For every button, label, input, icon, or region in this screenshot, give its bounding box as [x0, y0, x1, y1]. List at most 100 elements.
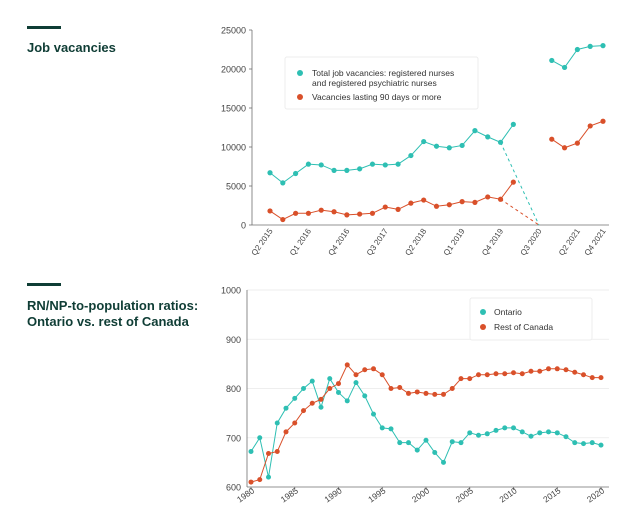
data-point: [528, 433, 534, 439]
data-point: [408, 200, 414, 206]
legend-label-90days: Vacancies lasting 90 days or more: [312, 92, 442, 102]
data-point: [331, 167, 337, 173]
data-point: [283, 429, 289, 435]
data-point: [257, 477, 263, 483]
data-point: [267, 208, 273, 214]
data-point: [449, 386, 455, 391]
data-point: [318, 396, 324, 402]
legend-box: [284, 56, 479, 110]
data-point: [511, 370, 516, 376]
legend-marker-ontario: [480, 309, 486, 315]
x-tick-label: Q2 2015: [250, 227, 275, 258]
data-point: [519, 371, 525, 377]
data-point: [423, 390, 429, 396]
data-point: [561, 64, 568, 71]
legend-label-rest-of-canada: Rest of Canada: [494, 322, 553, 332]
data-point: [459, 199, 465, 205]
data-point: [344, 398, 350, 404]
data-point: [414, 389, 420, 395]
data-point: [357, 211, 363, 217]
data-point: [336, 381, 341, 387]
data-point: [554, 430, 560, 436]
data-point: [280, 216, 286, 223]
data-point: [563, 367, 569, 373]
section-rule-job-vacancies: [27, 26, 61, 29]
data-point: [408, 152, 414, 159]
data-point: [549, 57, 555, 64]
y-tick-label: 20000: [221, 65, 246, 75]
legend-marker-90days: [297, 94, 303, 100]
data-point: [449, 439, 455, 445]
data-point: [459, 142, 465, 149]
data-point: [497, 196, 504, 202]
data-point: [353, 372, 359, 378]
x-tick-label: 2005: [454, 485, 475, 504]
data-point: [292, 420, 298, 426]
data-point: [600, 43, 606, 49]
data-point: [497, 139, 504, 145]
data-point: [561, 145, 568, 151]
data-point: [382, 162, 388, 168]
data-point: [318, 162, 324, 168]
legend-label-total-line1: Total job vacancies: registered nurses: [312, 68, 454, 78]
data-point: [362, 393, 368, 399]
data-point: [432, 450, 438, 456]
data-point: [446, 145, 452, 151]
data-point: [510, 121, 516, 127]
legend-marker-rest-of-canada: [480, 324, 486, 330]
series-line: [250, 377, 602, 478]
data-point: [587, 123, 593, 129]
y-tick-label: 900: [226, 335, 241, 345]
series-line: [269, 124, 514, 184]
series-gap-line: [500, 198, 540, 226]
data-point: [574, 46, 580, 53]
data-point: [484, 431, 490, 437]
y-tick-label: 25000: [221, 26, 246, 36]
data-point: [546, 429, 551, 435]
x-tick-label: 1995: [366, 485, 387, 504]
data-point: [467, 376, 473, 382]
data-point: [414, 447, 420, 453]
data-point: [301, 386, 306, 391]
data-point: [353, 380, 359, 386]
data-point: [549, 136, 555, 142]
x-tick-label: 1985: [279, 485, 300, 504]
legend: Ontario Rest of Canada: [469, 297, 593, 341]
legend: Total job vacancies: registered nurses an…: [284, 56, 479, 110]
data-point: [458, 440, 464, 446]
data-point: [589, 375, 595, 381]
data-point: [331, 209, 337, 215]
series-gap-line: [500, 142, 540, 226]
data-point: [537, 368, 543, 374]
y-tick-label: 5000: [226, 182, 246, 192]
data-point: [357, 166, 363, 172]
data-point: [472, 128, 478, 134]
data-point: [274, 420, 280, 426]
data-point: [472, 199, 478, 205]
series-line: [250, 363, 601, 483]
y-tick-label: 0: [241, 221, 246, 231]
data-point: [397, 385, 403, 391]
data-point: [371, 411, 376, 417]
data-point: [283, 405, 289, 411]
data-point: [305, 161, 312, 167]
data-point: [266, 474, 271, 480]
data-point: [519, 429, 525, 435]
data-point: [572, 369, 578, 375]
data-point: [581, 441, 586, 447]
legend-marker-total: [297, 70, 303, 76]
data-point: [371, 366, 376, 372]
data-point: [248, 479, 254, 485]
legend-label-total: Total job vacancies: registered nurses an…: [312, 68, 454, 88]
data-point: [248, 449, 254, 455]
y-tick-label: 600: [226, 483, 241, 493]
x-tick-label: Q3 2020: [519, 227, 544, 258]
data-point: [327, 376, 333, 382]
data-point: [318, 404, 324, 410]
data-point: [382, 204, 388, 210]
section-rule-ratios: [27, 283, 61, 286]
data-point: [433, 203, 440, 209]
job-vacancies-heading: Job vacancies: [27, 40, 116, 55]
data-point: [406, 390, 411, 396]
data-point: [510, 179, 516, 185]
